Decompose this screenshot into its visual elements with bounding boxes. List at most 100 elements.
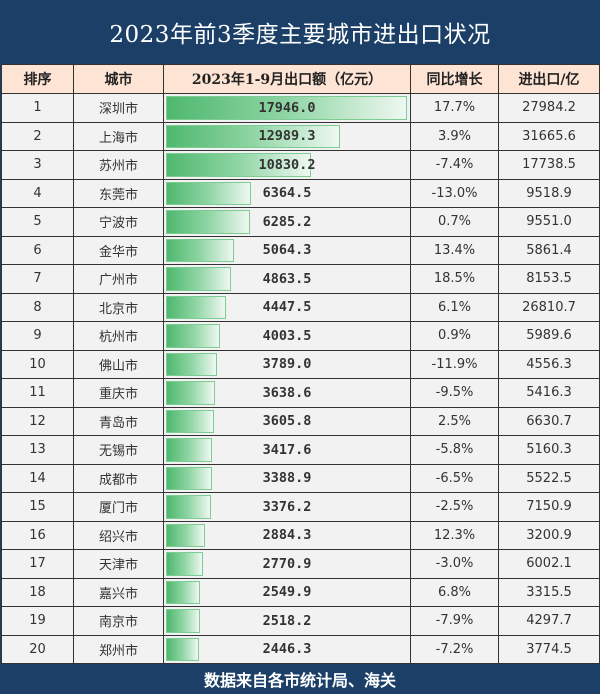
export-cell: 3605.8 (163, 406, 411, 436)
table-row: 9 杭州市 4003.5 0.9% 5989.6 (1, 321, 600, 351)
export-cell: 2518.2 (163, 606, 411, 636)
total-cell: 3315.5 (498, 577, 600, 607)
table-row: 1 深圳市 17946.0 17.7% 27984.2 (1, 93, 600, 123)
city-cell: 厦门市 (73, 492, 164, 522)
growth-cell: 0.7% (410, 207, 499, 237)
table-row: 18 嘉兴市 2549.9 6.8% 3315.5 (1, 577, 600, 607)
header-total: 进出口/亿 (498, 64, 600, 94)
growth-cell: 3.9% (410, 121, 499, 151)
header-city: 城市 (73, 64, 164, 94)
export-cell: 6285.2 (163, 207, 411, 237)
export-value: 2446.3 (262, 641, 312, 658)
export-value: 2549.9 (262, 584, 312, 601)
city-cell: 苏州市 (73, 150, 164, 180)
rank-cell: 18 (1, 577, 74, 607)
export-value: 2884.3 (262, 527, 312, 544)
growth-cell: 2.5% (410, 406, 499, 436)
export-cell: 3388.9 (163, 463, 411, 493)
export-cell: 4003.5 (163, 321, 411, 351)
total-cell: 4297.7 (498, 606, 600, 636)
export-cell: 2884.3 (163, 520, 411, 550)
growth-cell: -7.4% (410, 150, 499, 180)
rank-cell: 13 (1, 435, 74, 465)
rank-cell: 12 (1, 406, 74, 436)
rank-cell: 14 (1, 463, 74, 493)
city-cell: 青岛市 (73, 406, 164, 436)
export-value: 3417.6 (262, 441, 312, 458)
growth-cell: -7.9% (410, 606, 499, 636)
total-cell: 17738.5 (498, 150, 600, 180)
export-value: 4447.5 (262, 299, 312, 316)
growth-cell: 6.1% (410, 292, 499, 322)
export-value: 3388.9 (262, 470, 312, 487)
export-bar (166, 238, 234, 262)
export-cell: 4863.5 (163, 264, 411, 294)
export-cell: 10830.2 (163, 150, 411, 180)
growth-cell: 17.7% (410, 93, 499, 123)
export-value: 2518.2 (262, 612, 312, 629)
export-cell: 3789.0 (163, 349, 411, 379)
export-bar (166, 324, 220, 348)
rank-cell: 4 (1, 178, 74, 208)
city-cell: 重庆市 (73, 378, 164, 408)
city-cell: 无锡市 (73, 435, 164, 465)
city-cell: 广州市 (73, 264, 164, 294)
table-row: 12 青岛市 3605.8 2.5% 6630.7 (1, 406, 600, 436)
city-cell: 嘉兴市 (73, 577, 164, 607)
export-bar (166, 210, 251, 234)
growth-cell: -13.0% (410, 178, 499, 208)
growth-cell: 6.8% (410, 577, 499, 607)
city-cell: 成都市 (73, 463, 164, 493)
export-value: 4863.5 (262, 270, 312, 287)
total-cell: 5416.3 (498, 378, 600, 408)
export-value: 3638.6 (262, 384, 312, 401)
export-cell: 3417.6 (163, 435, 411, 465)
growth-cell: -2.5% (410, 492, 499, 522)
city-cell: 杭州市 (73, 321, 164, 351)
export-cell: 5064.3 (163, 235, 411, 265)
header-growth: 同比增长 (410, 64, 499, 94)
rank-cell: 6 (1, 235, 74, 265)
growth-cell: -7.2% (410, 634, 499, 664)
rank-cell: 1 (1, 93, 74, 123)
export-bar (166, 295, 226, 319)
growth-cell: -5.8% (410, 435, 499, 465)
export-bar (166, 523, 205, 547)
table-row: 17 天津市 2770.9 -3.0% 6002.1 (1, 549, 600, 579)
export-value: 10830.2 (258, 156, 316, 173)
rank-cell: 16 (1, 520, 74, 550)
export-bar (166, 438, 212, 462)
export-value: 4003.5 (262, 327, 312, 344)
export-bar (166, 466, 212, 490)
total-cell: 4556.3 (498, 349, 600, 379)
table-row: 19 南京市 2518.2 -7.9% 4297.7 (1, 606, 600, 636)
header-export: 2023年1-9月出口额（亿元） (163, 64, 411, 94)
export-bar (166, 552, 204, 576)
export-value: 5064.3 (262, 242, 312, 259)
source-note: 数据来自各市统计局、海关 (203, 670, 396, 690)
growth-cell: -11.9% (410, 349, 499, 379)
city-cell: 佛山市 (73, 349, 164, 379)
header-row: 排序 城市 2023年1-9月出口额（亿元） 同比增长 进出口/亿 (1, 64, 600, 94)
growth-cell: 13.4% (410, 235, 499, 265)
export-bar (166, 96, 407, 120)
city-cell: 上海市 (73, 121, 164, 151)
total-cell: 5522.5 (498, 463, 600, 493)
table-row: 2 上海市 12989.3 3.9% 31665.6 (1, 121, 600, 151)
export-value: 3789.0 (262, 356, 312, 373)
export-cell: 3638.6 (163, 378, 411, 408)
city-cell: 东莞市 (73, 178, 164, 208)
rank-cell: 2 (1, 121, 74, 151)
city-cell: 绍兴市 (73, 520, 164, 550)
export-cell: 2446.3 (163, 634, 411, 664)
growth-cell: -3.0% (410, 549, 499, 579)
export-value: 3376.2 (262, 498, 312, 515)
table-row: 4 东莞市 6364.5 -13.0% 9518.9 (1, 178, 600, 208)
export-bar (166, 580, 201, 604)
export-bar (166, 267, 232, 291)
table-row: 3 苏州市 10830.2 -7.4% 17738.5 (1, 150, 600, 180)
total-cell: 26810.7 (498, 292, 600, 322)
export-cell: 12989.3 (163, 121, 411, 151)
header-rank: 排序 (1, 64, 74, 94)
rank-cell: 3 (1, 150, 74, 180)
